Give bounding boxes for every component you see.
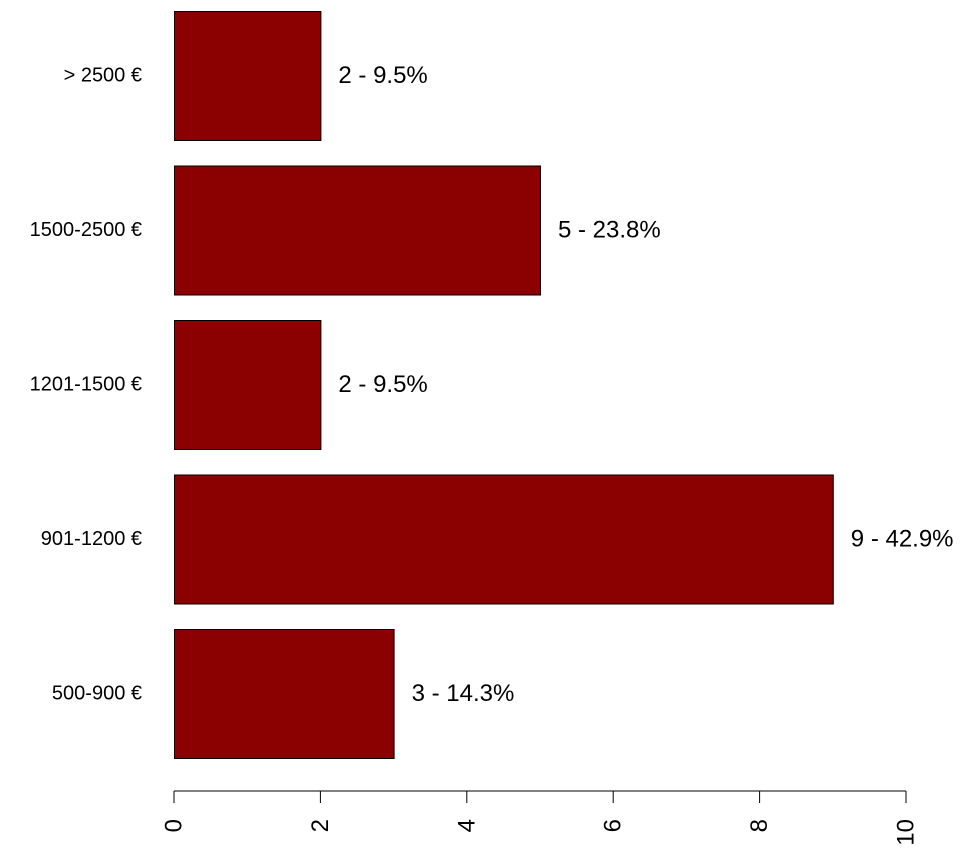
category-label: 1500-2500 € [30, 219, 142, 241]
x-tick-label: 2 [307, 819, 334, 832]
bar [174, 320, 322, 450]
data-label: 9 - 42.9% [851, 526, 954, 553]
x-tick-label: 8 [746, 819, 773, 832]
data-label: 3 - 14.3% [412, 680, 515, 707]
x-axis: 0 2 4 6 8 10 [161, 790, 920, 846]
bar [174, 11, 322, 141]
bars-layer [174, 11, 834, 759]
category-label: 500-900 € [52, 683, 142, 705]
x-tick-label: 6 [600, 819, 627, 832]
bar [174, 629, 395, 759]
x-tick-label: 0 [161, 819, 188, 832]
data-labels: 3 - 14.3% 9 - 42.9% 2 - 9.5% 5 - 23.8% 2 - 9… [338, 62, 953, 707]
category-label: 1201-1500 € [30, 374, 142, 396]
bar [174, 474, 834, 605]
category-label: 901-1200 € [41, 528, 142, 550]
data-label: 5 - 23.8% [558, 217, 661, 244]
x-tick-label: 10 [893, 819, 920, 846]
category-labels: 500-900 € 901-1200 € 1201-1500 € 1500-2500 … [30, 65, 142, 705]
x-tick-label: 4 [453, 819, 480, 832]
data-label: 2 - 9.5% [338, 371, 427, 398]
bar [174, 165, 541, 296]
data-label: 2 - 9.5% [338, 62, 427, 89]
category-label: > 2500 € [64, 65, 142, 87]
